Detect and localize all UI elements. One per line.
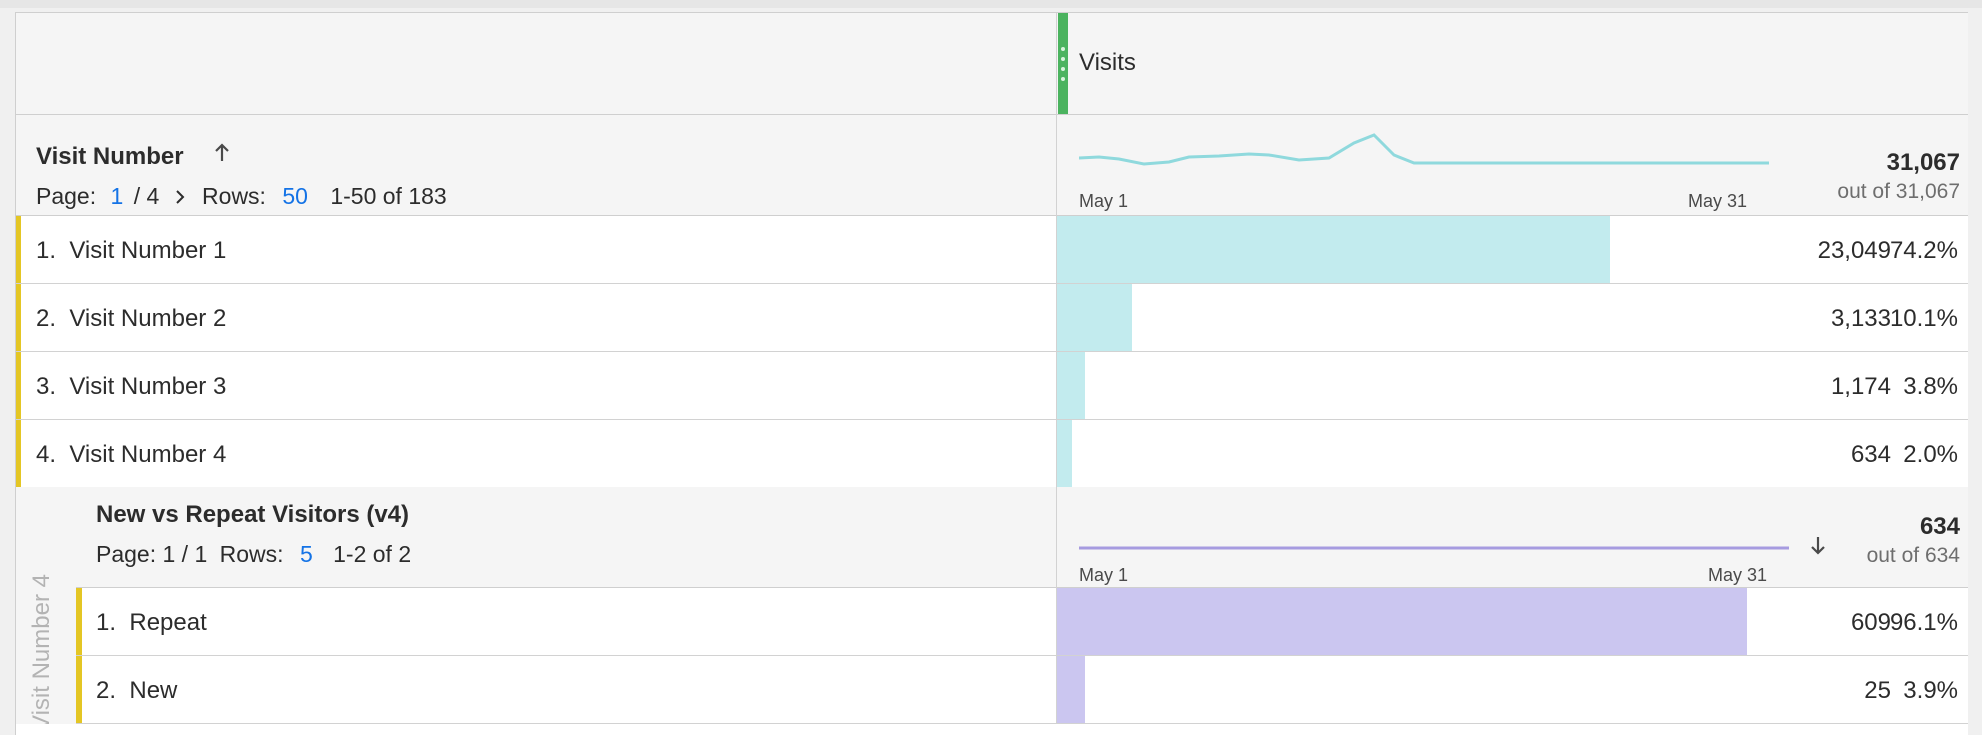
row-index: 1.	[96, 609, 117, 636]
row-value: 634	[1850, 441, 1891, 468]
row-label[interactable]: 2. Visit Number 2	[36, 305, 226, 333]
breakdown-sparkline	[1079, 546, 1789, 550]
column-header-row	[16, 13, 1968, 115]
row-accent	[76, 588, 82, 655]
top-strip	[0, 0, 1982, 8]
row-bar	[1057, 352, 1085, 419]
row-percent: 74.2%	[1889, 237, 1958, 264]
row-accent	[16, 352, 21, 419]
page-total: / 4	[133, 183, 160, 209]
row-accent	[76, 656, 82, 723]
row-name: Visit Number 3	[69, 373, 227, 400]
trend-end-label: May 31	[1708, 565, 1768, 585]
row-value: 3,133	[1830, 305, 1891, 332]
row-range: 1-50 of 183	[330, 183, 447, 209]
page-label: Page: 1 / 1	[96, 541, 208, 567]
breakdown-out-of: out of 634	[1866, 544, 1960, 567]
rows-per-page-link[interactable]: 50	[282, 183, 308, 209]
row-percent: 96.1%	[1889, 609, 1958, 636]
table-row[interactable]: 4. Visit Number 4 634 2.0%	[16, 420, 1968, 488]
row-percent: 3.9%	[1903, 677, 1958, 704]
dimension-pager: Page: 1 / 4 Rows: 50 1-50 of 183	[36, 183, 447, 211]
row-bar	[1057, 216, 1610, 283]
row-label[interactable]: 1. Repeat	[96, 609, 207, 637]
table-row[interactable]: 2. Visit Number 2 3,133 10.1%	[16, 284, 1968, 352]
row-name: Repeat	[129, 609, 207, 636]
dimension-sparkline	[1079, 133, 1769, 166]
row-index: 4.	[36, 441, 57, 468]
row-label[interactable]: 3. Visit Number 3	[36, 373, 226, 401]
freeform-table: Visits Visit Number Page: 1 / 4 Rows: 50…	[15, 12, 1968, 735]
row-accent	[16, 420, 21, 487]
dimension-header	[16, 115, 1968, 216]
dimension-title[interactable]: Visit Number	[36, 143, 184, 170]
breakdown-header	[76, 487, 1968, 588]
row-index: 3.	[36, 373, 57, 400]
row-value: 609	[1850, 609, 1891, 636]
breakdown-pager: Page: 1 / 1 Rows: 5 1-2 of 2	[96, 541, 411, 568]
row-accent	[16, 284, 21, 351]
table-row[interactable]: 3. Visit Number 3 1,174 3.8%	[16, 352, 1968, 420]
breakdown-total: 634	[1919, 513, 1960, 540]
row-bar	[1057, 284, 1132, 351]
row-percent: 3.8%	[1903, 373, 1958, 400]
row-value: 23,049	[1817, 237, 1891, 264]
row-label[interactable]: 2. New	[96, 677, 177, 705]
row-index: 2.	[96, 677, 117, 704]
row-label[interactable]: 4. Visit Number 4	[36, 441, 226, 469]
row-index: 1.	[36, 237, 57, 264]
dimension-out-of: out of 31,067	[1837, 180, 1960, 203]
rows-per-page-link[interactable]: 5	[299, 541, 313, 567]
arrow-down-icon[interactable]	[1810, 535, 1826, 561]
row-bar	[1057, 588, 1747, 655]
page-number-link[interactable]: 1	[110, 183, 124, 209]
row-percent: 2.0%	[1903, 441, 1958, 468]
table-row[interactable]: 2. New 25 3.9%	[76, 656, 1968, 724]
breakdown-title[interactable]: New vs Repeat Visitors (v4)	[96, 501, 410, 528]
row-value: 25	[1864, 677, 1891, 704]
row-value: 1,174	[1830, 373, 1891, 400]
rows-label: Rows:	[202, 183, 266, 209]
table-row-partial	[16, 724, 1968, 735]
row-bar	[1057, 656, 1085, 723]
chevron-right-icon[interactable]	[174, 184, 186, 211]
row-name: New	[129, 677, 178, 704]
breakdown-side-rail	[16, 487, 77, 735]
row-bar	[1057, 420, 1072, 487]
row-accent	[16, 216, 21, 283]
breakdown-parent-label: Visit Number 4	[28, 574, 55, 731]
page-label: Page:	[36, 183, 97, 209]
trend-start-label: May 1	[1079, 565, 1129, 585]
rows-label: Rows:	[219, 541, 284, 567]
table-row[interactable]: 1. Visit Number 1 23,049 74.2%	[16, 216, 1968, 284]
row-index: 2.	[36, 305, 57, 332]
dimension-total: 31,067	[1886, 149, 1960, 176]
row-range: 1-2 of 2	[333, 541, 412, 567]
table-row[interactable]: 1. Repeat 609 96.1%	[76, 588, 1968, 656]
arrow-up-icon[interactable]	[214, 143, 230, 169]
row-name: Visit Number 2	[69, 305, 227, 332]
row-name: Visit Number 1	[69, 237, 227, 264]
trend-end-label: May 31	[1688, 191, 1748, 211]
trend-start-label: May 1	[1079, 191, 1129, 211]
column-drag-handle[interactable]	[1058, 13, 1068, 114]
metric-column-title[interactable]: Visits	[1079, 49, 1136, 76]
row-label[interactable]: 1. Visit Number 1	[36, 237, 226, 265]
row-name: Visit Number 4	[69, 441, 227, 468]
row-percent: 10.1%	[1889, 305, 1958, 332]
column-divider	[1056, 13, 1057, 735]
